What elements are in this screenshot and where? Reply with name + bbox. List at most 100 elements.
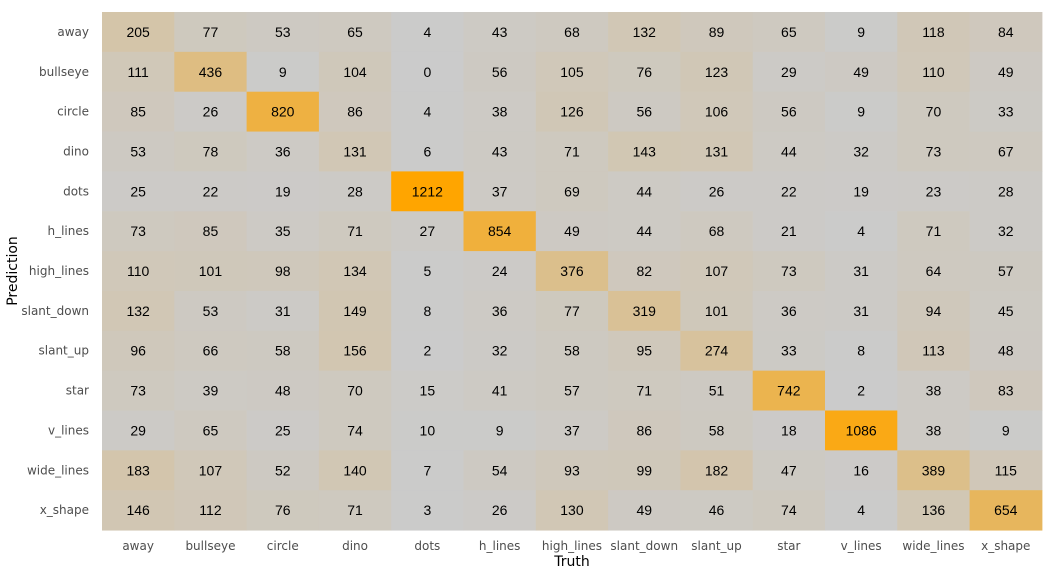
heatmap-cell (174, 490, 248, 531)
heatmap-cell (318, 330, 392, 372)
cell-value-label: 36 (275, 143, 291, 159)
cell-value-label: 854 (488, 223, 512, 239)
heatmap-cell (463, 290, 537, 332)
heatmap-cell (318, 370, 392, 411)
cell-value-label: 69 (564, 183, 580, 199)
cell-value-label: 73 (926, 143, 942, 159)
cell-value-label: 68 (709, 223, 725, 239)
heatmap-cell (174, 290, 248, 332)
cell-value-label: 376 (560, 263, 584, 279)
heatmap-cell (463, 51, 537, 93)
cell-value-label: 25 (275, 422, 291, 438)
cell-value-label: 107 (199, 462, 223, 478)
cell-value-label: 131 (343, 143, 367, 159)
cell-value-label: 143 (633, 143, 657, 159)
heatmap-cell (318, 450, 392, 491)
cell-value-label: 58 (275, 343, 291, 359)
cell-value-label: 9 (1002, 422, 1010, 438)
heatmap-cell (752, 131, 826, 172)
cell-value-label: 74 (347, 422, 363, 438)
cell-value-label: 110 (922, 64, 945, 80)
cell-value-label: 57 (564, 383, 580, 399)
heatmap-cell (535, 211, 609, 252)
heatmap-cell (102, 330, 175, 372)
cell-value-label: 0 (423, 64, 431, 80)
cell-value-label: 16 (853, 462, 869, 478)
heatmap-cell (391, 211, 464, 252)
cell-value-label: 9 (279, 64, 287, 80)
heatmap-cell (969, 490, 1043, 531)
heatmap-cell (680, 211, 754, 252)
cell-value-label: 9 (496, 422, 504, 438)
y-tick-label: slant_up (39, 344, 89, 358)
y-tick-label: dino (63, 144, 89, 158)
cell-value-label: 66 (203, 343, 219, 359)
cell-value-label: 26 (203, 104, 219, 120)
y-axis-title: Prediction (5, 236, 21, 306)
heatmap-cell (969, 290, 1043, 332)
cell-value-label: 51 (709, 383, 725, 399)
heatmap-cell (463, 450, 537, 491)
cell-value-label: 64 (926, 263, 942, 279)
cell-value-label: 86 (347, 104, 363, 120)
cell-value-label: 4 (423, 104, 431, 120)
heatmap-cell (825, 450, 898, 491)
cell-value-label: 38 (492, 104, 508, 120)
cell-value-label: 9 (857, 104, 865, 120)
cell-value-label: 41 (492, 383, 508, 399)
heatmap-cell (174, 131, 248, 172)
heatmap-cell (391, 450, 464, 491)
heatmap-cell (608, 211, 681, 252)
y-tick-label: away (57, 25, 89, 39)
heatmap-cell (102, 490, 175, 531)
cell-value-label: 57 (998, 263, 1014, 279)
heatmap-cell (463, 370, 537, 411)
heatmap-cell (825, 330, 898, 372)
heatmap-cell (535, 12, 609, 53)
cell-value-label: 28 (998, 183, 1014, 199)
heatmap-cell (969, 251, 1043, 292)
heatmap-cell (102, 12, 175, 53)
heatmap-cell (608, 410, 681, 451)
y-tick-label: slant_down (21, 304, 89, 318)
heatmap-cell (318, 12, 392, 53)
heatmap-cell (391, 171, 464, 212)
cell-value-label: 85 (130, 104, 146, 120)
heatmap-cell (318, 490, 392, 531)
cell-value-label: 77 (203, 24, 219, 40)
heatmap-cell (897, 251, 971, 292)
cell-value-label: 104 (343, 64, 367, 80)
x-tick-label: star (777, 539, 800, 553)
cell-value-label: 73 (130, 223, 146, 239)
heatmap-cell (969, 330, 1043, 372)
cell-value-label: 37 (564, 422, 580, 438)
cell-value-label: 85 (203, 223, 219, 239)
heatmap-cell (825, 370, 898, 411)
cell-value-label: 98 (275, 263, 291, 279)
heatmap-cell (825, 490, 898, 531)
cell-value-label: 130 (560, 502, 584, 518)
cell-value-label: 4 (857, 223, 865, 239)
heatmap-cell (174, 91, 248, 133)
cell-value-label: 49 (853, 64, 869, 80)
cell-value-label: 73 (781, 263, 797, 279)
heatmap-cell (969, 370, 1043, 411)
heatmap-cell (969, 211, 1043, 252)
cell-value-label: 44 (636, 223, 652, 239)
heatmap-cell (463, 211, 537, 252)
cell-value-label: 8 (857, 343, 865, 359)
y-tick-label: wide_lines (27, 463, 89, 477)
cell-value-label: 84 (998, 24, 1014, 40)
cell-value-label: 23 (926, 183, 942, 199)
heatmap-cell (174, 370, 248, 411)
heatmap-cell (246, 171, 320, 212)
heatmap-cell (246, 211, 320, 252)
cell-value-label: 389 (922, 462, 946, 478)
heatmap-cell (463, 171, 537, 212)
heatmap-cell (535, 450, 609, 491)
heatmap-cell (246, 91, 320, 133)
cell-value-label: 93 (564, 462, 580, 478)
y-tick-label: h_lines (47, 224, 89, 238)
